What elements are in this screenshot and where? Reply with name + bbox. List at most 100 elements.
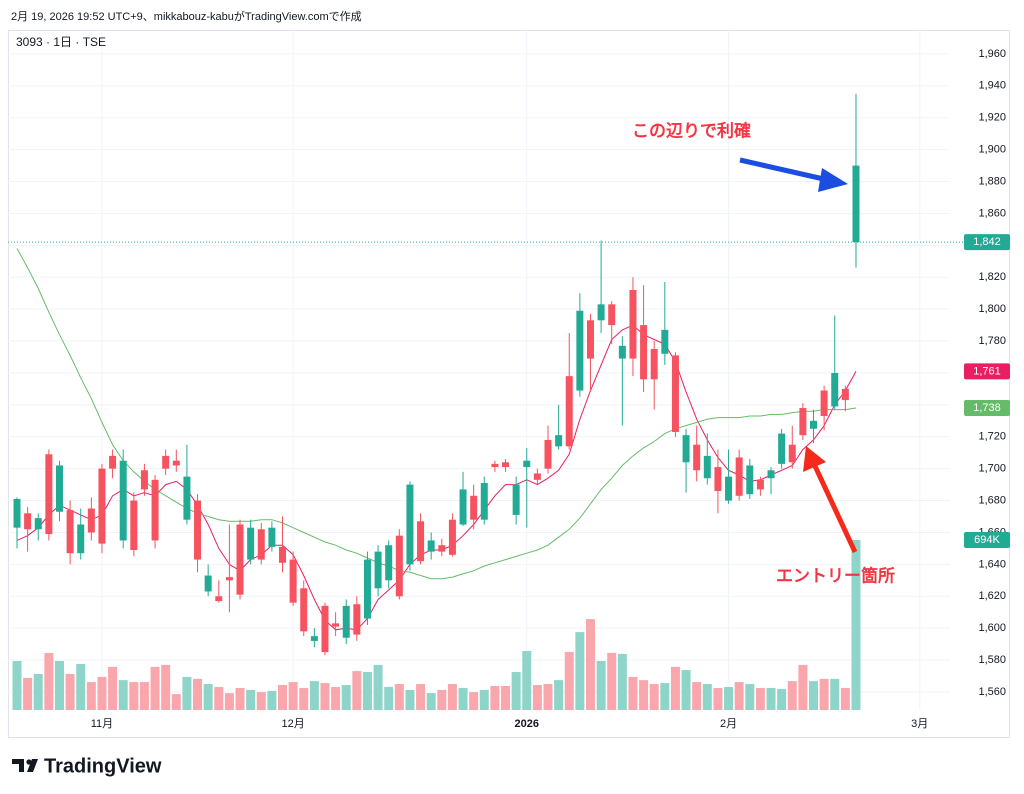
volume-bar <box>33 673 43 710</box>
candle-body <box>13 498 21 528</box>
volume-bar <box>660 683 670 710</box>
red-arrow <box>803 446 858 554</box>
volume-bar <box>65 673 75 710</box>
volume-bar <box>724 686 734 710</box>
candle-body <box>162 455 170 469</box>
candle-body <box>629 290 637 359</box>
candle-body <box>682 435 690 463</box>
candle-body <box>618 345 626 359</box>
volume-bar <box>543 684 553 710</box>
candle-body <box>194 500 202 560</box>
volume-bar <box>596 661 606 710</box>
candle-body <box>703 455 711 479</box>
candle-body <box>480 483 488 520</box>
candle-body <box>363 559 371 619</box>
candle-body <box>448 519 456 555</box>
volume-bar <box>766 687 776 710</box>
volume-bar <box>617 653 627 710</box>
y-tick-label: 1,680 <box>978 494 1006 506</box>
x-tick-label: 2026 <box>515 718 539 730</box>
volume-bar <box>713 687 723 710</box>
y-tick-label: 1,860 <box>978 207 1006 219</box>
x-tick-label: 3月 <box>911 718 928 730</box>
volume-bar <box>139 682 149 710</box>
candle-body <box>395 535 403 597</box>
y-tick-label: 1,800 <box>978 303 1006 315</box>
logo: TradingView <box>12 755 162 777</box>
volume-bar <box>373 664 383 710</box>
volume-bar <box>182 676 192 710</box>
candle-body <box>385 545 393 581</box>
volume-bar <box>352 671 362 710</box>
volume-bar <box>256 692 266 710</box>
volume-bar <box>203 684 213 710</box>
volume-bar <box>161 664 171 710</box>
volume-bar <box>235 687 245 710</box>
candle-body <box>746 465 754 495</box>
candle-body <box>24 513 32 530</box>
y-tick-label: 1,820 <box>978 271 1006 283</box>
candle-body <box>34 518 42 530</box>
candle-body <box>172 460 180 466</box>
volume-bar <box>681 670 691 710</box>
y-tick-label: 1,960 <box>978 48 1006 60</box>
y-tick-label: 1,560 <box>978 686 1006 698</box>
volume-bar <box>819 678 829 710</box>
chart-frame <box>8 30 1010 738</box>
candle-body <box>55 465 63 512</box>
candle-body <box>66 510 74 554</box>
volume-bar <box>309 681 319 710</box>
candle-body <box>374 551 382 589</box>
volume-bar <box>171 694 181 710</box>
candle-body <box>427 540 435 552</box>
volume-bar <box>341 685 351 710</box>
volume-bar <box>649 684 659 710</box>
volume-bar <box>86 682 96 710</box>
volume-bar <box>129 682 139 710</box>
x-tick-label: 2月 <box>720 718 737 730</box>
volume-bar <box>108 666 118 710</box>
candle-body <box>841 388 849 401</box>
candle-body <box>247 527 255 560</box>
volume-bar <box>490 685 500 710</box>
volume-bar <box>416 684 426 710</box>
grid <box>8 30 950 710</box>
volume-bar <box>851 540 861 710</box>
y-tick-label: 1,880 <box>978 175 1006 187</box>
candle-body <box>512 484 520 515</box>
y-tick-label: 1,620 <box>978 590 1006 602</box>
price-tag-label: 1,738 <box>973 402 1001 414</box>
volume-bar <box>479 689 489 710</box>
candle-body <box>98 468 106 544</box>
volume-bar <box>532 685 542 710</box>
price-tag-label: 1,761 <box>973 365 1001 377</box>
volume-bar <box>394 684 404 710</box>
candle-body <box>576 310 584 391</box>
volume-bar <box>267 690 277 710</box>
candle-body <box>544 439 552 469</box>
candle-body <box>332 623 340 627</box>
volume-bar <box>575 632 585 710</box>
candle-body <box>204 575 212 592</box>
logo-text: TradingView <box>44 755 162 777</box>
candle-body <box>257 529 265 560</box>
volume-bar <box>437 689 447 710</box>
volume-bar <box>150 666 160 710</box>
moving-average <box>16 248 857 580</box>
candle-body <box>353 604 361 635</box>
candle-body <box>321 605 329 653</box>
candle-body <box>470 495 478 520</box>
volume-bar <box>278 685 287 710</box>
volume-bar <box>44 652 54 710</box>
candle-body <box>215 596 223 602</box>
volume-bar <box>554 680 564 710</box>
candle-body <box>831 372 839 407</box>
plot <box>12 93 861 710</box>
candle-body <box>109 455 117 469</box>
volume-bar <box>246 689 256 710</box>
volume-bar <box>458 687 468 710</box>
volume-bar <box>607 652 617 710</box>
symbol-label: 3093 · 1日 · TSE <box>16 35 106 49</box>
volume-bar <box>224 693 234 710</box>
